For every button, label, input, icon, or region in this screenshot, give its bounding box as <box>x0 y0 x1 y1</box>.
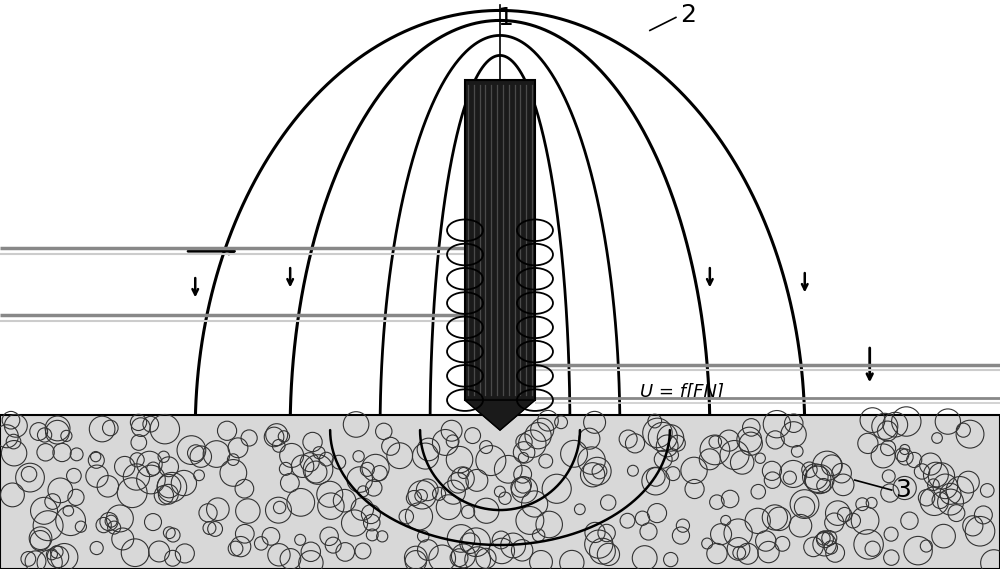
Text: 3: 3 <box>895 478 911 502</box>
Bar <box>0 415 1000 569</box>
Text: 1: 1 <box>497 6 513 30</box>
Bar <box>465 80 535 400</box>
Polygon shape <box>465 400 535 430</box>
Text: U = f[FN]: U = f[FN] <box>640 383 724 401</box>
Text: 2: 2 <box>680 3 696 27</box>
